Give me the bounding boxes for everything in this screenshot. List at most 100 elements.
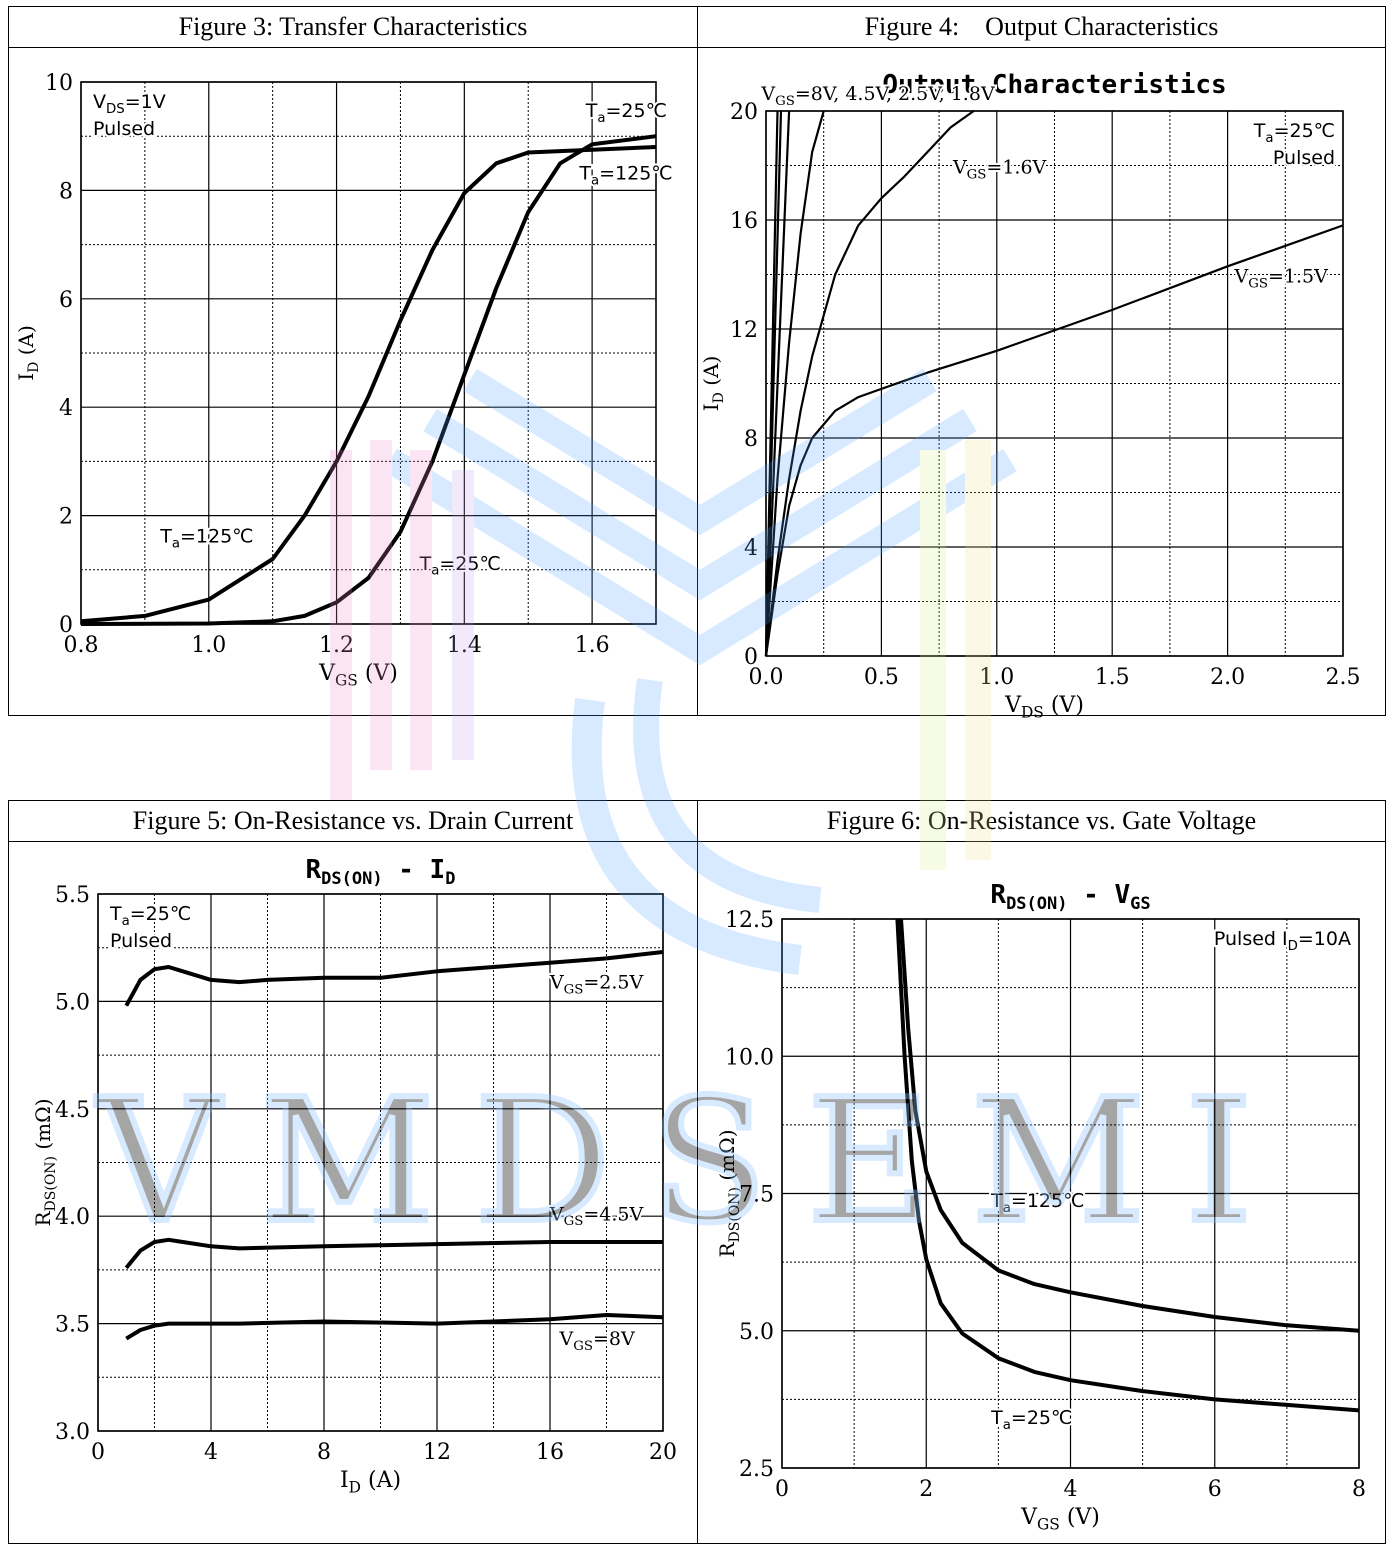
series-annotation: Ta=125℃ [578, 163, 672, 189]
condition-label: Pulsed [93, 118, 155, 140]
series-annotation: Ta=25℃ [990, 1407, 1072, 1433]
condition-label: Ta=25℃ [1253, 120, 1335, 146]
y-tick-label: 2.5 [739, 1457, 774, 1482]
chart-title: RDS(ON) - ID [306, 855, 456, 889]
y-tick-label: 4.5 [55, 1098, 90, 1123]
condition-label: Pulsed [110, 930, 172, 952]
y-tick-label: 7.5 [739, 1183, 774, 1208]
y-axis-label: ID (A) [699, 356, 727, 412]
y-tick-label: 3.0 [55, 1420, 90, 1445]
x-tick-label: 1.0 [191, 633, 226, 658]
figure-4-title: Figure 4: Output Characteristics [698, 7, 1385, 48]
series-line [124, 950, 664, 1007]
series-line [764, 224, 1344, 657]
series-annotation: Ta=25℃ [585, 100, 667, 126]
plot-frame [97, 893, 664, 1432]
series-annotation: VGS=8V, 4.5V, 2.5V, 1.8V [760, 83, 995, 109]
x-axis-label: VDS (V) [1004, 693, 1084, 722]
series-line [895, 918, 1360, 1413]
output-characteristics-chart: 0.0 0.5 1.0 1.5 2.0 2.5 0 4 8 12 16 20 VDS (V) ID (A)… [699, 70, 1361, 722]
x-axis-label: VGS (V) [1020, 1505, 1100, 1534]
series-line [899, 918, 1360, 1333]
x-tick-label: 1.6 [575, 633, 610, 658]
plot-frame [80, 81, 657, 625]
series-annotation: Ta=25℃ [419, 553, 501, 579]
y-tick-label: 0 [744, 645, 758, 670]
on-resistance-vs-gate-voltage-chart: 0 2 4 6 8 2.5 5.0 7.5 10.0 12.5 VGS (V) RDS(ON) (mΩ… [715, 880, 1366, 1534]
x-tick-label: 1.5 [1095, 665, 1130, 690]
y-axis-label: RDS(ON) (mΩ) [715, 1129, 743, 1257]
series-line [80, 134, 657, 626]
plot-frame [781, 918, 1360, 1469]
condition-label: Pulsed ID=10A [1214, 928, 1351, 954]
series-line [764, 110, 825, 657]
x-tick-label: 20 [649, 1440, 677, 1465]
y-tick-label: 4 [59, 396, 73, 421]
figure-3-panel: Figure 3: Transfer Characteristics 0.8 1.… [9, 7, 698, 715]
grid [765, 110, 1344, 657]
series-annotation: Ta=125℃ [990, 1190, 1084, 1216]
chart-title: RDS(ON) - VGS [990, 880, 1150, 914]
x-tick-label: 4 [204, 1440, 218, 1465]
series-annotation: VGS=2.5V [549, 972, 644, 998]
series-line [80, 145, 657, 624]
series-line [125, 1313, 664, 1341]
bottom-figures-table: Figure 5: On-Resistance vs. Drain Curren… [8, 800, 1386, 1544]
series-line [764, 110, 975, 657]
series-line [124, 1237, 663, 1270]
x-tick-label: 2 [919, 1477, 933, 1502]
top-figures-table: Figure 3: Transfer Characteristics 0.8 1.… [8, 6, 1386, 722]
grid [781, 918, 1360, 1469]
x-tick-label: 8 [1352, 1477, 1366, 1502]
x-axis-label: VGS (V) [318, 661, 398, 690]
x-tick-label: 12 [423, 1440, 451, 1465]
series-annotation: VGS=1.5V [1234, 266, 1329, 292]
series-annotation: VGS=4.5V [549, 1203, 644, 1229]
x-tick-label: 1.4 [447, 633, 482, 658]
x-tick-label: 0.5 [864, 665, 899, 690]
y-tick-label: 12 [730, 318, 758, 343]
y-axis-label: ID (A) [14, 325, 42, 381]
y-tick-label: 8 [744, 427, 758, 452]
x-tick-label: 0 [91, 1440, 105, 1465]
y-axis-label: RDS(ON) (mΩ) [31, 1098, 59, 1226]
x-tick-label: 8 [317, 1440, 331, 1465]
x-tick-label: 1.2 [319, 633, 354, 658]
plot-frame [765, 110, 1344, 657]
series-annotation: VGS=1.6V [952, 157, 1047, 183]
y-tick-label: 2 [59, 505, 73, 530]
x-tick-label: 0.8 [64, 633, 99, 658]
y-tick-label: 0 [59, 613, 73, 638]
x-tick-label: 16 [536, 1440, 564, 1465]
y-tick-label: 5.5 [55, 883, 90, 908]
figure-4-panel: Figure 4: Output Characteristics 0.0 0.5 1… [698, 7, 1385, 722]
x-tick-label: 1.0 [979, 665, 1014, 690]
y-tick-label: 5.0 [739, 1320, 774, 1345]
x-tick-label: 4 [1064, 1477, 1078, 1502]
y-tick-label: 12.5 [725, 908, 774, 933]
figure-5-panel: Figure 5: On-Resistance vs. Drain Curren… [9, 801, 698, 1543]
y-tick-label: 3.5 [55, 1313, 90, 1338]
y-tick-label: 20 [730, 100, 758, 125]
figure-6-panel: Figure 6: On-Resistance vs. Gate Voltage… [698, 801, 1385, 1543]
x-tick-label: 0.0 [749, 665, 784, 690]
series-annotation: Ta=125℃ [159, 526, 253, 552]
figure-5-title: Figure 5: On-Resistance vs. Drain Curren… [9, 801, 697, 842]
y-tick-label: 10 [45, 71, 73, 96]
x-axis-label: ID (A) [340, 1468, 401, 1497]
x-tick-label: 0 [775, 1477, 789, 1502]
y-tick-label: 5.0 [55, 990, 90, 1015]
x-tick-label: 6 [1208, 1477, 1222, 1502]
y-tick-label: 10.0 [725, 1045, 774, 1070]
y-tick-label: 8 [59, 179, 73, 204]
figure-3-title: Figure 3: Transfer Characteristics [9, 7, 697, 48]
condition-label: Ta=25℃ [109, 903, 191, 929]
condition-label: Pulsed [1273, 147, 1335, 169]
transfer-characteristics-chart: 0.8 1.0 1.2 1.4 1.6 0 2 4 6 8 10 VGS (V) ID (A) VDS=1… [14, 71, 675, 690]
y-tick-label: 4.0 [55, 1205, 90, 1230]
series-annotation: VGS=8V [559, 1328, 635, 1354]
figure-6-title: Figure 6: On-Resistance vs. Gate Voltage [698, 801, 1385, 842]
series-line [764, 110, 791, 657]
condition-label: VDS=1V [93, 91, 166, 117]
y-tick-label: 4 [744, 536, 758, 561]
